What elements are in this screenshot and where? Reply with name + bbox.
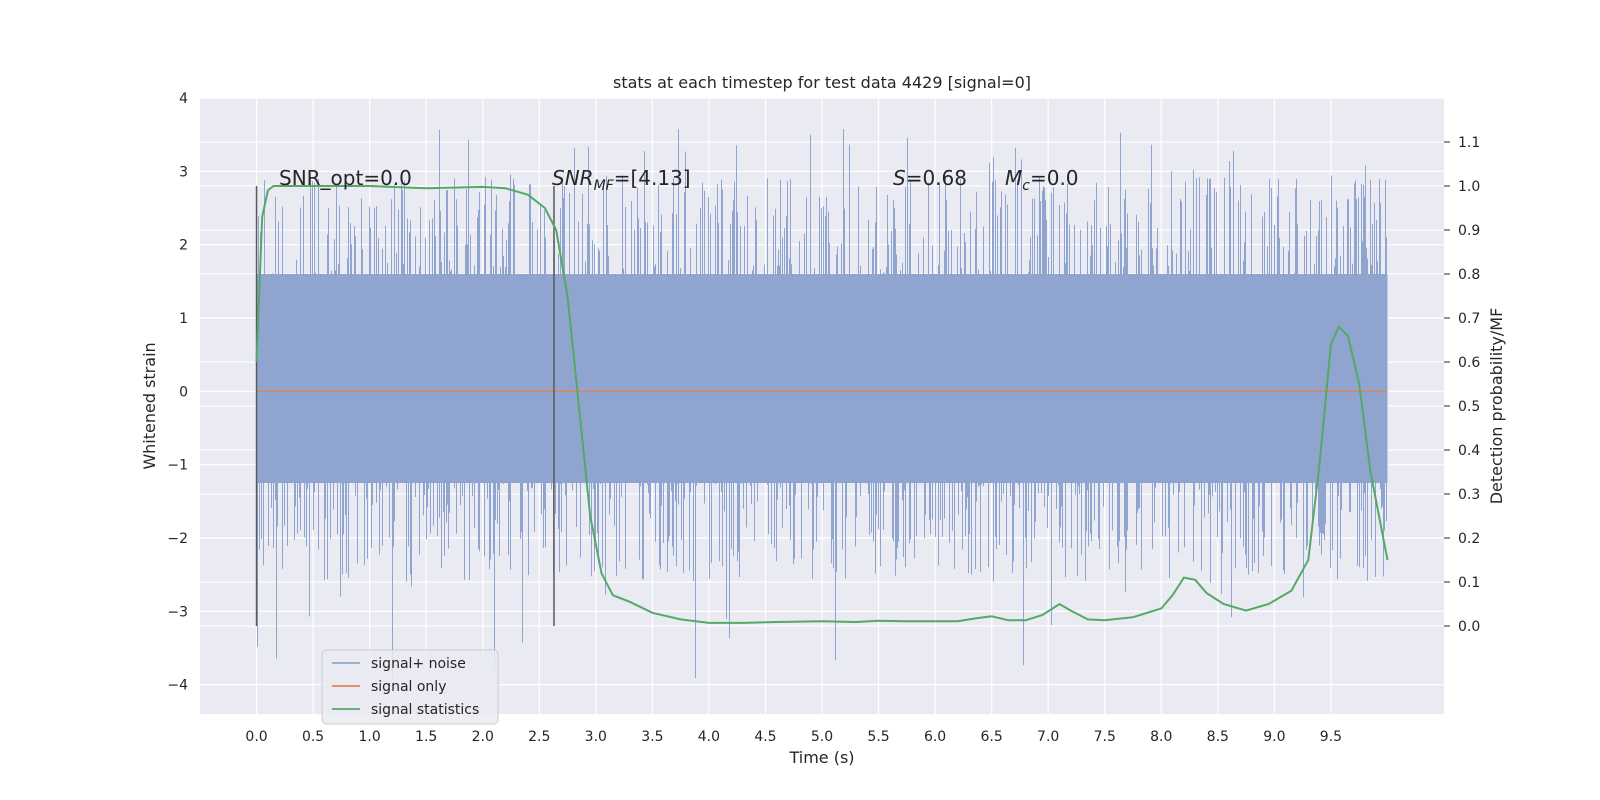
x-axis-ticks: 0.0 0.5 1.0 1.5 2.0 2.5 3.0 3.5 4.0 4.5 5.0 5.5 6.0 6…	[245, 729, 1342, 745]
y-left-axis-label: Whitened strain	[140, 342, 159, 469]
annotation-s: S=0.68	[893, 166, 967, 190]
x-tick-label: 3.0	[585, 729, 607, 745]
x-tick-label: 0.5	[302, 729, 324, 745]
chart-title: stats at each timestep for test data 442…	[613, 73, 1031, 92]
annotations: SNR_opt=0.0 SNRMF=[4.13] S=0.68 Mc=0.0	[279, 166, 1079, 194]
annotation-s-value: =0.68	[906, 166, 967, 190]
y-right-axis-ticks: 1.1 1.0 0.9 0.8 0.7 0.6 0.5 0.4 0.3 0.2 0.1 0.0	[1444, 135, 1480, 635]
x-tick-label: 9.0	[1263, 729, 1285, 745]
y-left-tick-label: −3	[167, 604, 188, 620]
annotation-mc-sub: c	[1022, 178, 1030, 194]
y-left-tick-label: −2	[167, 531, 188, 547]
y-right-tick-label: 0.2	[1458, 531, 1480, 547]
legend-label-signal-noise: signal+ noise	[371, 656, 466, 672]
x-tick-label: 6.5	[981, 729, 1003, 745]
y-right-tick-label: 0.8	[1458, 267, 1480, 283]
annotation-snr-mf-value: =[4.13]	[614, 166, 691, 190]
x-tick-label: 1.5	[415, 729, 437, 745]
noise-core	[256, 274, 1388, 483]
y-right-axis-label: Detection probability/MF	[1487, 308, 1506, 505]
x-tick-label: 7.5	[1094, 729, 1116, 745]
y-right-tick-label: 0.0	[1458, 619, 1480, 635]
y-left-tick-label: −4	[167, 678, 188, 694]
annotation-mc: Mc=0.0	[1005, 166, 1079, 194]
y-right-tick-label: 1.0	[1458, 179, 1480, 195]
legend-box	[321, 649, 499, 725]
y-right-tick-label: 0.6	[1458, 355, 1480, 371]
y-left-tick-label: −1	[167, 458, 188, 474]
x-tick-label: 4.5	[754, 729, 776, 745]
annotation-snr-mf-main: SNR	[552, 166, 594, 190]
x-tick-label: 8.5	[1207, 729, 1229, 745]
legend-label-signal-statistics: signal statistics	[371, 702, 479, 718]
annotation-s-main: S	[893, 166, 906, 190]
x-tick-label: 2.5	[528, 729, 550, 745]
y-right-tick-label: 0.4	[1458, 443, 1480, 459]
y-right-tick-label: 1.1	[1458, 135, 1480, 151]
annotation-snr-opt: SNR_opt=0.0	[279, 166, 412, 190]
x-tick-label: 7.0	[1037, 729, 1059, 745]
annotation-mc-value: =0.0	[1030, 166, 1079, 190]
legend: signal+ noise signal only signal statist…	[321, 649, 499, 725]
x-tick-label: 0.0	[245, 729, 267, 745]
x-tick-label: 4.0	[698, 729, 720, 745]
y-left-tick-label: 0	[179, 384, 188, 400]
legend-label-signal-only: signal only	[371, 679, 446, 695]
y-left-axis-ticks: 4 3 2 1 0 −1 −2 −3 −4	[167, 91, 188, 694]
x-tick-label: 2.0	[472, 729, 494, 745]
y-right-tick-label: 0.3	[1458, 487, 1480, 503]
annotation-snr-mf-sub: MF	[594, 178, 615, 194]
x-tick-label: 6.0	[924, 729, 946, 745]
y-right-tick-label: 0.7	[1458, 311, 1480, 327]
annotation-mc-main: M	[1005, 166, 1022, 190]
signal-noise-series	[256, 129, 1388, 679]
y-right-tick-label: 0.1	[1458, 575, 1480, 591]
x-axis-label: Time (s)	[788, 748, 854, 767]
x-tick-label: 5.5	[867, 729, 889, 745]
x-tick-label: 9.5	[1320, 729, 1342, 745]
annotation-snr-mf: SNRMF=[4.13]	[552, 166, 691, 194]
vertical-markers	[255, 186, 555, 626]
x-tick-label: 8.0	[1150, 729, 1172, 745]
x-tick-label: 1.0	[359, 729, 381, 745]
y-right-tick-label: 0.9	[1458, 223, 1480, 239]
y-left-tick-label: 2	[179, 238, 188, 254]
x-tick-label: 3.5	[641, 729, 663, 745]
y-left-tick-label: 4	[179, 91, 188, 107]
signal-statistics-line	[255, 185, 1389, 624]
y-left-tick-label: 3	[179, 164, 188, 180]
y-left-tick-label: 1	[179, 311, 188, 327]
x-tick-label: 5.0	[811, 729, 833, 745]
y-right-tick-label: 0.5	[1458, 399, 1480, 415]
